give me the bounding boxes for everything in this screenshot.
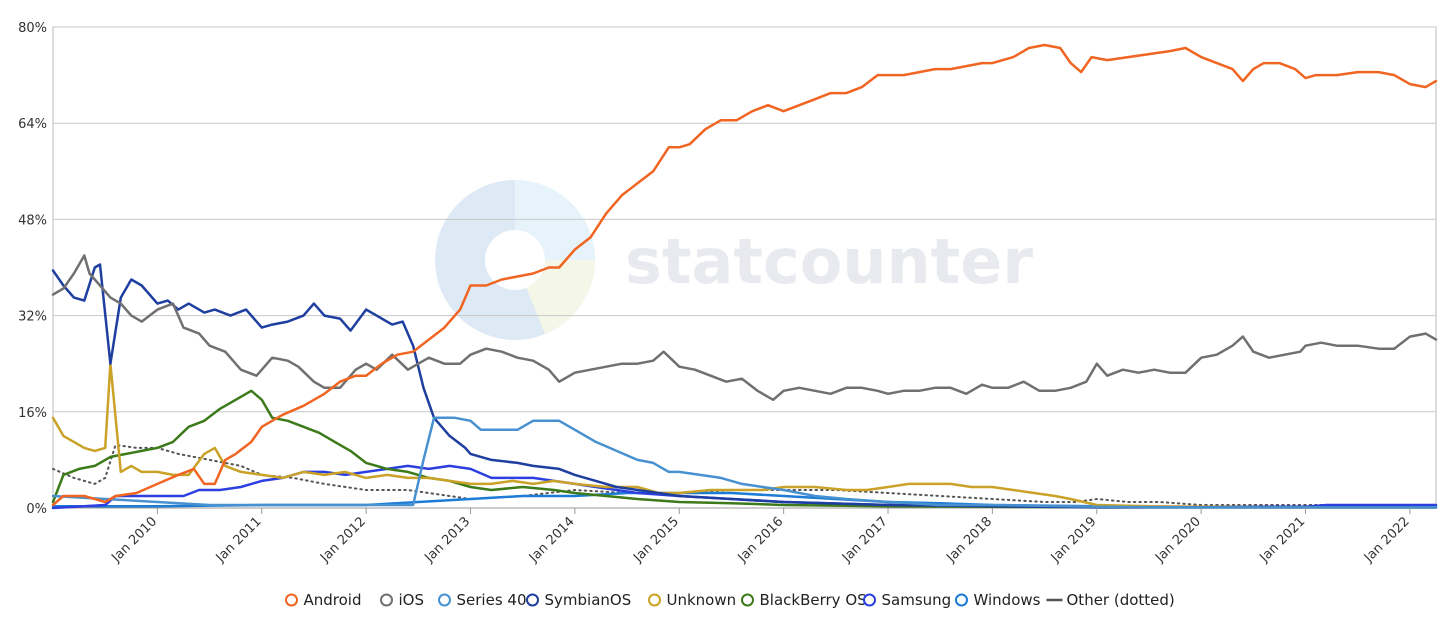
legend-label-unknown: Unknown (667, 591, 737, 609)
series-lines (51, 43, 1438, 510)
series-line-unknown (51, 362, 1438, 509)
x-tick-label: Jan 2019 (1048, 514, 1100, 566)
y-tick-label: 80% (18, 21, 47, 36)
y-tick-label: 0% (26, 502, 47, 517)
legend-label-blackberry-os: BlackBerry OS (760, 591, 867, 609)
series-line-series-40 (51, 416, 1438, 509)
legend-label-symbianos: SymbianOS (545, 591, 632, 609)
x-tick-label: Jan 2014 (526, 514, 578, 566)
legend-marker-ios (380, 593, 393, 607)
x-tick-label: Jan 2022 (1361, 514, 1413, 566)
y-tick-label: 16% (18, 406, 47, 421)
x-tick-label: Jan 2017 (839, 514, 891, 566)
series-line-ios (51, 254, 1438, 402)
y-tick-label: 64% (18, 117, 47, 132)
legend: Android iOS Series 40 SymbianOS Unknown Black… (285, 591, 1175, 609)
x-tick-label: Jan 2021 (1257, 514, 1309, 566)
series-line-blackberry-os (51, 389, 1438, 509)
legend-label-android: Android (304, 591, 362, 609)
legend-marker-android (285, 593, 298, 607)
x-tick-label: Jan 2016 (735, 514, 787, 566)
x-tick-label: Jan 2018 (943, 514, 995, 566)
legend-label-ios: iOS (399, 591, 425, 609)
legend-label-samsung: Samsung (882, 591, 952, 609)
grid-lines (52, 26, 1437, 509)
legend-label-windows: Windows (974, 591, 1041, 609)
x-tick-label: Jan 2015 (630, 514, 682, 566)
legend-label-other-dotted: Other (dotted) (1067, 591, 1175, 609)
legend-marker-unknown (648, 593, 661, 607)
watermark-logo-hole (485, 230, 545, 290)
legend-marker-series-40 (438, 593, 451, 607)
series-line-symbianos (51, 263, 1438, 509)
legend-marker-blackberry-os (741, 593, 754, 607)
y-tick-label: 32% (18, 310, 47, 325)
x-tick-label: Jan 2010 (108, 514, 160, 566)
watermark-text: statcounter (625, 225, 1033, 298)
y-tick-label: 48% (18, 213, 47, 228)
series-line-other-dotted (52, 443, 1437, 506)
x-tick-label: Jan 2011 (213, 514, 265, 566)
legend-marker-symbianos (526, 593, 539, 607)
x-tick-label: Jan 2012 (317, 514, 369, 566)
x-tick-label: Jan 2013 (422, 514, 474, 566)
legend-marker-windows (955, 593, 968, 607)
series-line-android (51, 43, 1438, 507)
x-tick-label: Jan 2020 (1152, 514, 1204, 566)
legend-label-series-40: Series 40 (457, 591, 527, 609)
series-line-samsung (51, 464, 1438, 510)
legend-marker-samsung (863, 593, 876, 607)
